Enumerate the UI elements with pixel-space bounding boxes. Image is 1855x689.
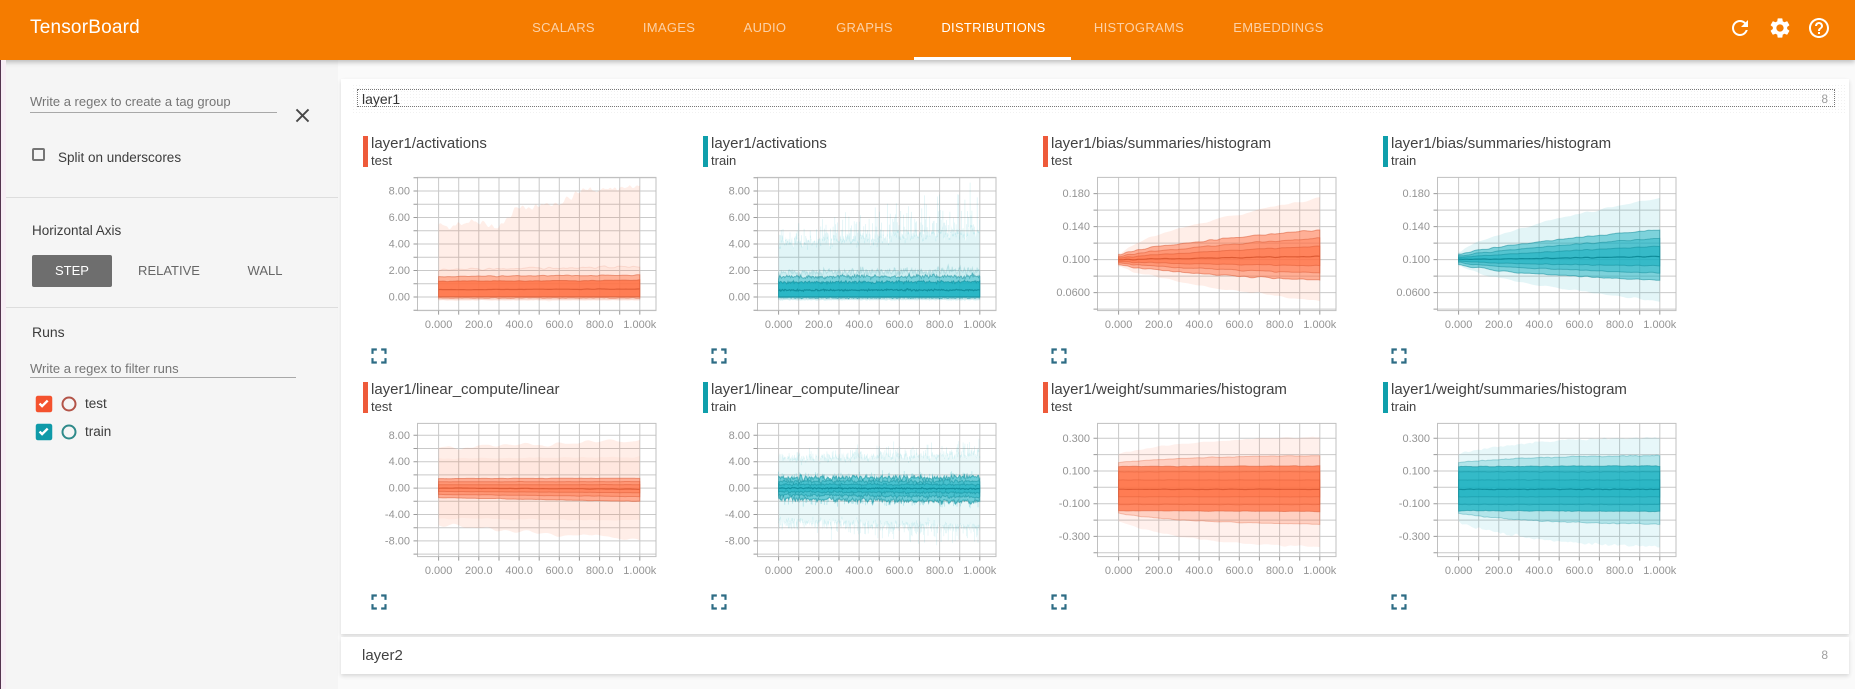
svg-text:-8.00: -8.00 <box>725 535 750 547</box>
svg-text:6.00: 6.00 <box>729 212 750 224</box>
svg-text:600.0: 600.0 <box>1566 565 1594 577</box>
svg-text:200.0: 200.0 <box>465 319 493 331</box>
svg-text:200.0: 200.0 <box>465 565 493 577</box>
svg-text:600.0: 600.0 <box>546 565 574 577</box>
svg-text:400.0: 400.0 <box>1185 319 1213 331</box>
svg-text:1.000k: 1.000k <box>1643 319 1677 331</box>
svg-text:800.0: 800.0 <box>1606 319 1634 331</box>
svg-text:200.0: 200.0 <box>1485 319 1513 331</box>
svg-text:1.000k: 1.000k <box>1643 565 1677 577</box>
svg-text:600.0: 600.0 <box>886 565 914 577</box>
svg-text:0.000: 0.000 <box>1445 319 1473 331</box>
svg-text:200.0: 200.0 <box>1485 565 1513 577</box>
svg-text:0.100: 0.100 <box>1402 466 1430 478</box>
svg-text:0.0600: 0.0600 <box>1396 287 1430 299</box>
svg-text:0.00: 0.00 <box>729 292 750 304</box>
svg-text:200.0: 200.0 <box>805 565 833 577</box>
svg-text:400.0: 400.0 <box>1185 565 1213 577</box>
svg-text:4.00: 4.00 <box>729 239 750 251</box>
svg-text:1.000k: 1.000k <box>963 319 997 331</box>
svg-text:0.000: 0.000 <box>765 319 793 331</box>
svg-text:0.000: 0.000 <box>425 319 453 331</box>
svg-text:800.0: 800.0 <box>1266 319 1294 331</box>
svg-text:-0.300: -0.300 <box>1059 531 1090 543</box>
svg-text:400.0: 400.0 <box>1525 319 1553 331</box>
svg-text:200.0: 200.0 <box>1145 565 1173 577</box>
svg-text:0.140: 0.140 <box>1402 221 1430 233</box>
svg-text:800.0: 800.0 <box>926 319 954 331</box>
svg-text:1.000k: 1.000k <box>1303 565 1337 577</box>
svg-text:0.00: 0.00 <box>729 483 750 495</box>
svg-text:2.00: 2.00 <box>389 265 410 277</box>
svg-text:4.00: 4.00 <box>729 456 750 468</box>
svg-text:600.0: 600.0 <box>546 319 574 331</box>
svg-text:0.180: 0.180 <box>1062 188 1090 200</box>
svg-text:1.000k: 1.000k <box>623 565 657 577</box>
svg-text:0.300: 0.300 <box>1402 433 1430 445</box>
svg-text:0.000: 0.000 <box>1105 319 1133 331</box>
svg-text:0.000: 0.000 <box>1445 565 1473 577</box>
svg-text:400.0: 400.0 <box>505 319 533 331</box>
svg-text:8.00: 8.00 <box>389 186 410 198</box>
svg-text:1.000k: 1.000k <box>1303 319 1337 331</box>
svg-text:8.00: 8.00 <box>729 186 750 198</box>
svg-text:2.00: 2.00 <box>729 265 750 277</box>
svg-text:4.00: 4.00 <box>389 456 410 468</box>
svg-text:800.0: 800.0 <box>1606 565 1634 577</box>
svg-text:600.0: 600.0 <box>1566 319 1594 331</box>
svg-text:0.100: 0.100 <box>1062 254 1090 266</box>
svg-text:800.0: 800.0 <box>1266 565 1294 577</box>
svg-text:-0.300: -0.300 <box>1399 531 1430 543</box>
svg-text:600.0: 600.0 <box>1226 565 1254 577</box>
svg-text:400.0: 400.0 <box>1525 565 1553 577</box>
svg-text:8.00: 8.00 <box>389 430 410 442</box>
svg-text:-4.00: -4.00 <box>385 509 410 521</box>
svg-text:0.100: 0.100 <box>1062 466 1090 478</box>
svg-text:0.000: 0.000 <box>1105 565 1133 577</box>
svg-text:0.0600: 0.0600 <box>1056 287 1090 299</box>
svg-text:1.000k: 1.000k <box>963 565 997 577</box>
svg-text:4.00: 4.00 <box>389 239 410 251</box>
svg-text:1.000k: 1.000k <box>623 319 657 331</box>
svg-text:6.00: 6.00 <box>389 212 410 224</box>
svg-text:8.00: 8.00 <box>729 430 750 442</box>
svg-text:0.300: 0.300 <box>1062 433 1090 445</box>
svg-text:800.0: 800.0 <box>586 565 614 577</box>
svg-text:0.000: 0.000 <box>765 565 793 577</box>
svg-text:800.0: 800.0 <box>926 565 954 577</box>
svg-text:600.0: 600.0 <box>1226 319 1254 331</box>
svg-text:-0.100: -0.100 <box>1399 498 1430 510</box>
svg-text:-4.00: -4.00 <box>725 509 750 521</box>
svg-text:200.0: 200.0 <box>805 319 833 331</box>
svg-text:-8.00: -8.00 <box>385 535 410 547</box>
svg-text:0.180: 0.180 <box>1402 188 1430 200</box>
svg-text:-0.100: -0.100 <box>1059 498 1090 510</box>
svg-text:200.0: 200.0 <box>1145 319 1173 331</box>
svg-text:0.000: 0.000 <box>425 565 453 577</box>
svg-text:0.00: 0.00 <box>389 292 410 304</box>
svg-text:0.00: 0.00 <box>389 483 410 495</box>
svg-text:600.0: 600.0 <box>886 319 914 331</box>
svg-text:0.100: 0.100 <box>1402 254 1430 266</box>
svg-text:400.0: 400.0 <box>505 565 533 577</box>
svg-text:0.140: 0.140 <box>1062 221 1090 233</box>
svg-text:400.0: 400.0 <box>845 565 873 577</box>
svg-text:400.0: 400.0 <box>845 319 873 331</box>
svg-text:800.0: 800.0 <box>586 319 614 331</box>
